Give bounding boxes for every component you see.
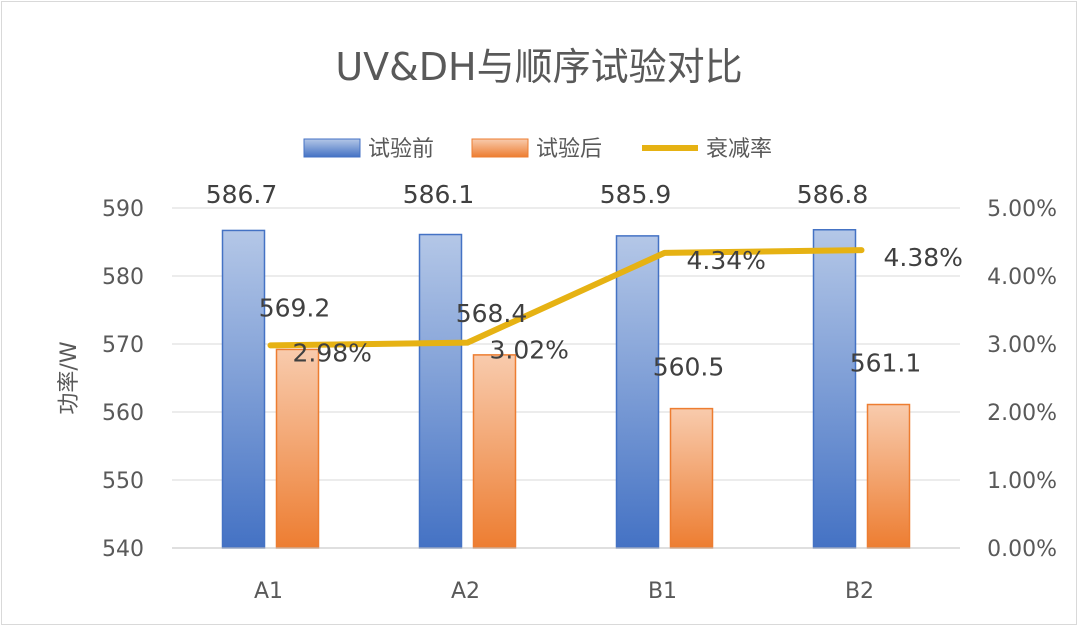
label-after: 560.5 xyxy=(653,353,725,382)
y-tick-label: 580 xyxy=(102,265,144,290)
axes: 540 550 560 570 580 590 0.00% 1.00% 2.00% 3.00% 4.… xyxy=(57,197,1057,604)
legend: 试验前 试验后 衰减率 xyxy=(303,137,772,162)
chart-title: UV&DH与顺序试验对比 xyxy=(335,45,742,89)
bar-after xyxy=(472,354,517,549)
y2-tick-label: 1.00% xyxy=(987,469,1057,494)
legend-label-after: 试验后 xyxy=(536,137,602,162)
label-rate: 4.34% xyxy=(687,246,766,275)
legend-swatch-after xyxy=(471,138,529,158)
y2-tick-label: 0.00% xyxy=(987,537,1057,562)
y-tick-label: 550 xyxy=(102,469,144,494)
label-after: 561.1 xyxy=(850,349,922,378)
bar-before xyxy=(221,229,266,549)
line-decay-rate xyxy=(267,247,865,349)
bar-after xyxy=(669,407,714,549)
y-axis-label: 功率/W xyxy=(57,341,82,414)
label-rate: 2.98% xyxy=(293,338,372,367)
y2-tick-label: 3.00% xyxy=(987,333,1057,358)
x-tick-label: A1 xyxy=(254,579,283,604)
label-before: 586.1 xyxy=(403,180,475,209)
y-tick-label: 570 xyxy=(102,333,144,358)
legend-label-rate: 衰减率 xyxy=(706,137,772,162)
bar-before xyxy=(812,229,857,549)
y2-tick-label: 4.00% xyxy=(987,265,1057,290)
label-before: 586.7 xyxy=(206,180,278,209)
label-before: 585.9 xyxy=(600,180,672,209)
legend-swatch-before xyxy=(303,138,361,158)
data-labels: 586.7 569.2 586.1 568.4 585.9 560.5 586.8 561.1… xyxy=(206,180,963,382)
x-tick-label: A2 xyxy=(451,579,480,604)
bar-before xyxy=(615,235,660,549)
bar-after xyxy=(866,403,911,549)
label-rate: 3.02% xyxy=(490,336,569,365)
x-tick-label: B1 xyxy=(648,579,677,604)
bar-before xyxy=(418,233,463,549)
y2-tick-label: 5.00% xyxy=(987,197,1057,222)
y-tick-label: 590 xyxy=(102,197,144,222)
label-after: 569.2 xyxy=(259,293,331,322)
label-after: 568.4 xyxy=(456,299,528,328)
line-series xyxy=(267,247,865,349)
y2-tick-label: 2.00% xyxy=(987,401,1057,426)
label-rate: 4.38% xyxy=(884,243,963,272)
y-tick-label: 540 xyxy=(102,537,144,562)
legend-label-before: 试验前 xyxy=(368,137,434,162)
y-tick-label: 560 xyxy=(102,401,144,426)
x-tick-label: B2 xyxy=(845,579,874,604)
bars xyxy=(221,229,911,549)
bar-after xyxy=(275,348,320,549)
label-before: 586.8 xyxy=(797,180,869,209)
